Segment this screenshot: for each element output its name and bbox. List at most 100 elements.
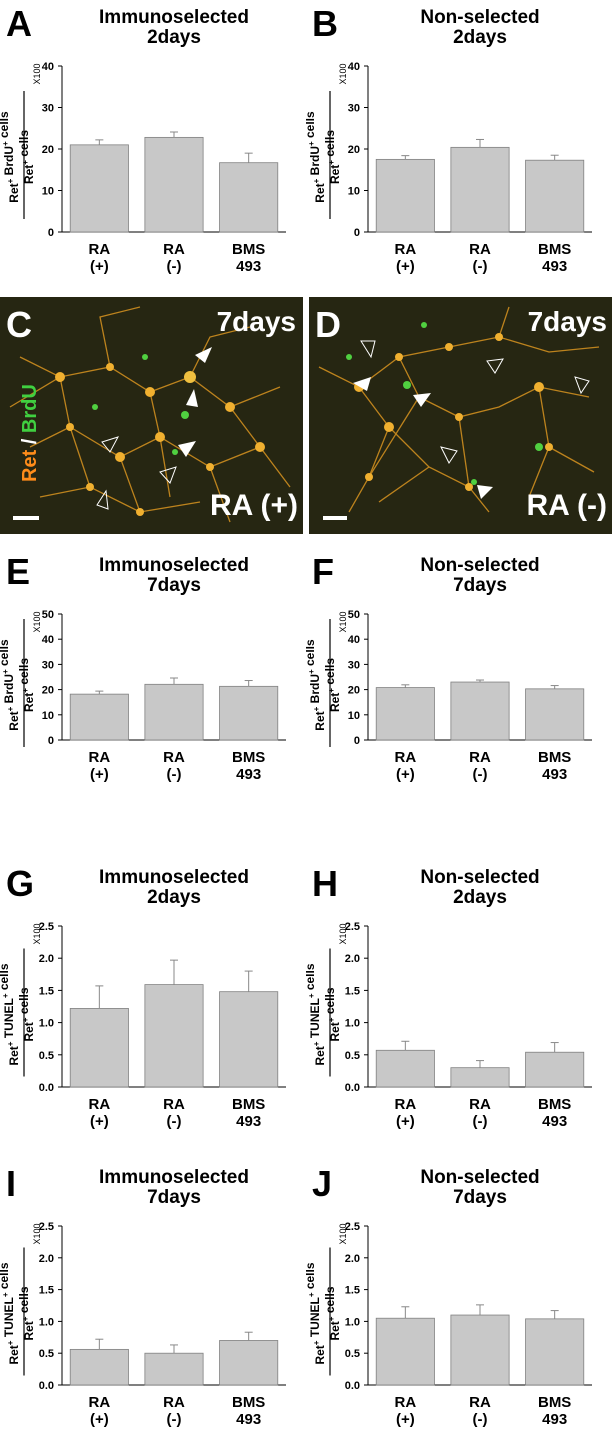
y-tick-label: 10 bbox=[42, 186, 54, 198]
x-category-label: (+) bbox=[90, 1411, 109, 1428]
solid-arrowhead bbox=[186, 389, 198, 407]
panel-letter: F bbox=[312, 551, 334, 592]
micrograph-D: D 7days RA (-) bbox=[309, 297, 612, 534]
bar bbox=[450, 146, 510, 233]
y-tick-label: 0.5 bbox=[345, 1050, 360, 1062]
micrograph-D-image: D 7days RA (-) bbox=[309, 297, 612, 534]
bar bbox=[375, 1049, 435, 1088]
y-tick-label: 0.5 bbox=[39, 1348, 54, 1360]
panel-I: I Immunoselected 7days 0.0 0.5 1.0 1.5 2.0 2.5 RA… bbox=[0, 1160, 306, 1443]
chart-svg: B Non-selected2days010203040RA(+)RA(-)BMS… bbox=[306, 3, 592, 275]
x-category-label: BMS bbox=[538, 1096, 571, 1113]
micrograph-letter: D bbox=[315, 304, 341, 345]
y-tick-label: 1.5 bbox=[39, 985, 54, 997]
x-category-label: RA bbox=[394, 241, 416, 258]
x-category-label: 493 bbox=[236, 1113, 261, 1130]
y-label-numerator: Ret+ BrdU+ cells bbox=[0, 111, 21, 203]
micrograph-letter: C bbox=[6, 304, 32, 345]
chart-svg: F Non-selected7days01020304050RA(+)RA(-)B… bbox=[306, 551, 592, 783]
x-category-label: RA bbox=[163, 241, 185, 258]
y-tick-label: 30 bbox=[348, 659, 360, 671]
y-tick-label: 20 bbox=[42, 144, 54, 156]
y-tick-label: 2.0 bbox=[39, 1253, 54, 1265]
solid-arrowhead bbox=[477, 485, 493, 499]
y-tick-label: 1.5 bbox=[39, 1285, 54, 1297]
y-tick-label: 2.5 bbox=[39, 921, 54, 933]
y-tick-label: 10 bbox=[348, 710, 360, 722]
open-arrowhead bbox=[440, 446, 458, 464]
y-label-denominator: Ret+ cells bbox=[323, 658, 342, 712]
y-tick-label: 10 bbox=[42, 710, 54, 722]
panel-letter: A bbox=[6, 3, 32, 44]
y-tick-label: 20 bbox=[42, 685, 54, 697]
x-category-label: RA bbox=[469, 749, 491, 766]
chart-svg: H Non-selected2days0.00.51.01.52.02.5RA(+… bbox=[306, 863, 592, 1130]
bar bbox=[375, 158, 435, 233]
bar bbox=[525, 1318, 585, 1386]
y-tick-label: 40 bbox=[42, 634, 54, 646]
x-category-label: (-) bbox=[167, 1113, 182, 1130]
x-category-label: 493 bbox=[542, 766, 567, 783]
x-category-label: RA bbox=[394, 1394, 416, 1411]
x-category-label: RA bbox=[469, 1394, 491, 1411]
panel-letter: J bbox=[312, 1163, 332, 1204]
x-category-label: 493 bbox=[542, 1113, 567, 1130]
y-tick-label: 1.0 bbox=[345, 1316, 360, 1328]
x-category-label: RA bbox=[469, 241, 491, 258]
y-tick-label: 30 bbox=[42, 659, 54, 671]
solid-arrowhead bbox=[178, 441, 196, 457]
y-tick-label: 50 bbox=[348, 609, 360, 621]
bar bbox=[525, 159, 585, 233]
x-category-label: RA bbox=[163, 1394, 185, 1411]
y-label-numerator: Ret+ TUNEL+ cells bbox=[0, 1262, 21, 1364]
x-category-label: BMS bbox=[538, 749, 571, 766]
chart-title-line: 7days bbox=[147, 575, 201, 596]
y-label-multiplier: X100 bbox=[338, 611, 348, 632]
x-category-label: 493 bbox=[542, 1411, 567, 1428]
y-label-numerator: Ret+ TUNEL+ cells bbox=[306, 963, 327, 1065]
bar bbox=[69, 1348, 129, 1386]
x-category-label: RA bbox=[88, 1394, 110, 1411]
panel-H: H Non-selected 2days 0.0 0.5 1.0 1.5 2.0 2.5 RA (+… bbox=[306, 860, 612, 1145]
y-tick-label: 50 bbox=[42, 609, 54, 621]
y-label-numerator: Ret+ BrdU+ cells bbox=[306, 111, 327, 203]
x-category-label: BMS bbox=[232, 1394, 265, 1411]
y-label-numerator: Ret+ TUNEL+ cells bbox=[306, 1262, 327, 1364]
micrograph-C: C 7days RA (+) Ret / BrdU bbox=[0, 297, 303, 534]
open-arrowhead bbox=[486, 358, 504, 374]
y-tick-label: 1.5 bbox=[345, 1285, 360, 1297]
solid-arrowhead bbox=[353, 377, 371, 391]
y-label-multiplier: X100 bbox=[32, 923, 42, 944]
bar bbox=[69, 144, 129, 233]
y-tick-label: 2.5 bbox=[345, 921, 360, 933]
chart-title-line: 7days bbox=[453, 1187, 507, 1208]
open-arrowhead bbox=[360, 340, 376, 359]
x-category-label: BMS bbox=[232, 1096, 265, 1113]
micrograph-condition: RA (-) bbox=[526, 489, 607, 522]
y-tick-label: 0.0 bbox=[345, 1380, 360, 1392]
panel-E: E Immunoselected 7days 0 10 20 30 40 50 RA (+) RA (-… bbox=[0, 548, 306, 798]
y-tick-label: 0 bbox=[354, 735, 360, 747]
x-category-label: BMS bbox=[538, 241, 571, 258]
chart-svg: J Non-selected7days0.00.51.01.52.02.5RA(+… bbox=[306, 1163, 592, 1428]
chart-title-line: 2days bbox=[147, 27, 201, 48]
solid-arrowhead bbox=[195, 347, 212, 363]
y-tick-label: 1.5 bbox=[345, 985, 360, 997]
y-tick-label: 40 bbox=[348, 634, 360, 646]
y-label-numerator: Ret+ TUNEL+ cells bbox=[0, 963, 21, 1065]
bar bbox=[219, 991, 279, 1088]
y-tick-label: 0.5 bbox=[39, 1050, 54, 1062]
chart-title-line: 2days bbox=[147, 887, 201, 908]
x-category-label: (-) bbox=[473, 1411, 488, 1428]
y-label-denominator: Ret+ cells bbox=[17, 1286, 36, 1340]
bar bbox=[144, 683, 204, 741]
y-label-numerator: Ret+ BrdU+ cells bbox=[0, 639, 21, 731]
y-tick-label: 0 bbox=[48, 735, 54, 747]
y-label-denominator: Ret+ cells bbox=[323, 130, 342, 184]
y-tick-label: 0.0 bbox=[345, 1082, 360, 1094]
bar bbox=[375, 687, 435, 741]
chart-title-line: Immunoselected bbox=[99, 1167, 249, 1188]
x-category-label: RA bbox=[394, 1096, 416, 1113]
